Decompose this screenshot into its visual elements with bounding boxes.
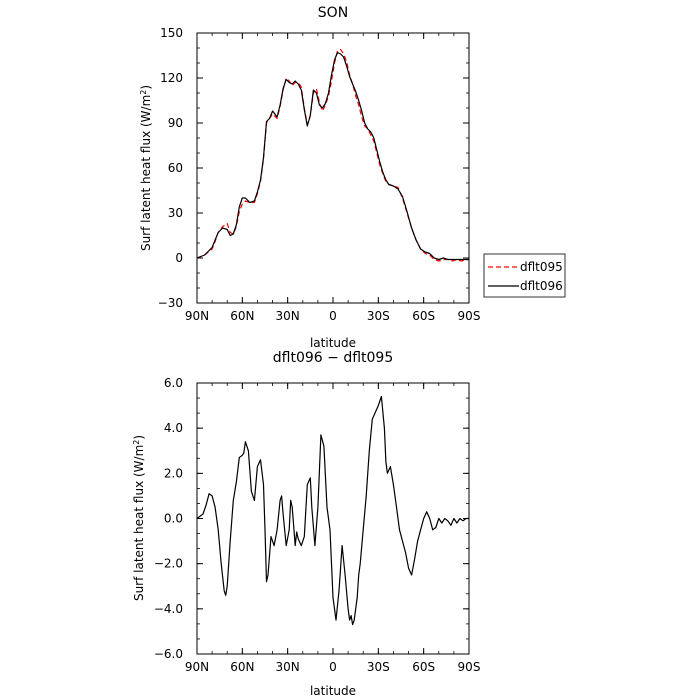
y-tick-label: −30 xyxy=(158,296,183,310)
y-tick-label: 150 xyxy=(160,26,183,40)
y-axis-label: Surf latent heat flux (W/m2) xyxy=(132,435,147,601)
plot-frame xyxy=(196,382,470,655)
x-axis-label: latitude xyxy=(310,684,356,698)
plot-area: 90N 60N 30N 0 30S 60S 90S −30 0 30 60 90 120 150 xyxy=(158,26,481,323)
y-axis-label-text: Surf latent heat flux (W/m xyxy=(139,95,153,251)
y-axis-label: Surf latent heat flux (W/m2) xyxy=(139,85,154,251)
x-tick-label: 30N xyxy=(276,309,300,323)
series-line-dflt096 xyxy=(196,51,469,261)
y-tick-label: 30 xyxy=(168,206,183,220)
legend-label-dflt095: dflt095 xyxy=(520,260,563,274)
x-tick-label: 90N xyxy=(185,309,209,323)
x-tick-label: 30S xyxy=(367,309,390,323)
plot-area: 90N 60N 30N 0 30S 60S 90S −6.0 −4.0 −2.0 0.0 2.0 4.0… xyxy=(154,376,481,674)
y-tick-label: −2.0 xyxy=(154,557,183,571)
plot-frame xyxy=(196,32,470,304)
chart-title: dflt096 − dflt095 xyxy=(273,350,393,366)
y-tick-label: 60 xyxy=(168,161,183,175)
y-tick-label: 90 xyxy=(168,116,183,130)
y-tick-label: 4.0 xyxy=(164,421,183,435)
x-tick-label: 90S xyxy=(458,660,481,674)
x-tick-label: 90S xyxy=(458,309,481,323)
y-tick-label: 120 xyxy=(160,71,183,85)
legend-box xyxy=(483,253,566,298)
y-tick-label: 2.0 xyxy=(164,466,183,480)
y-tick-label: −6.0 xyxy=(154,647,183,661)
x-tick-label: 60N xyxy=(230,660,254,674)
x-tick-label: 60S xyxy=(412,660,435,674)
y-tick-label: 0.0 xyxy=(164,512,183,526)
y-axis-label-superscript: 2 xyxy=(139,90,148,95)
x-tick-label: 30N xyxy=(276,660,300,674)
x-axis-label: latitude xyxy=(310,336,356,350)
series-line-series-0 xyxy=(196,395,469,626)
top-panel: SON 90N 60N 30N 0 30S 60S 90S−300306090120150 … xyxy=(139,5,566,350)
x-tick-label: 30S xyxy=(367,660,390,674)
x-tick-label: 60S xyxy=(412,309,435,323)
series-line-dflt095 xyxy=(196,48,469,262)
x-tick-label: 90N xyxy=(185,660,209,674)
bottom-panel: dflt096 − dflt095 90N 60N 30N 0 30S 60S 90S −6.… xyxy=(132,350,481,698)
y-axis-label-end: ) xyxy=(132,435,146,440)
y-axis-label-text: Surf latent heat flux (W/m xyxy=(132,445,146,601)
legend: dflt095 dflt096 xyxy=(483,253,566,298)
x-tick-label: 0 xyxy=(329,660,337,674)
chart-title: SON xyxy=(318,5,348,21)
y-axis-label-end: ) xyxy=(139,85,153,90)
x-tick-label: 60N xyxy=(230,309,254,323)
y-tick-label: 6.0 xyxy=(164,376,183,390)
y-tick-label: 0 xyxy=(175,251,183,265)
y-tick-label: −4.0 xyxy=(154,602,183,616)
x-tick-label: 0 xyxy=(329,309,337,323)
legend-label-dflt096: dflt096 xyxy=(520,279,563,293)
y-axis-label-superscript: 2 xyxy=(132,440,141,445)
